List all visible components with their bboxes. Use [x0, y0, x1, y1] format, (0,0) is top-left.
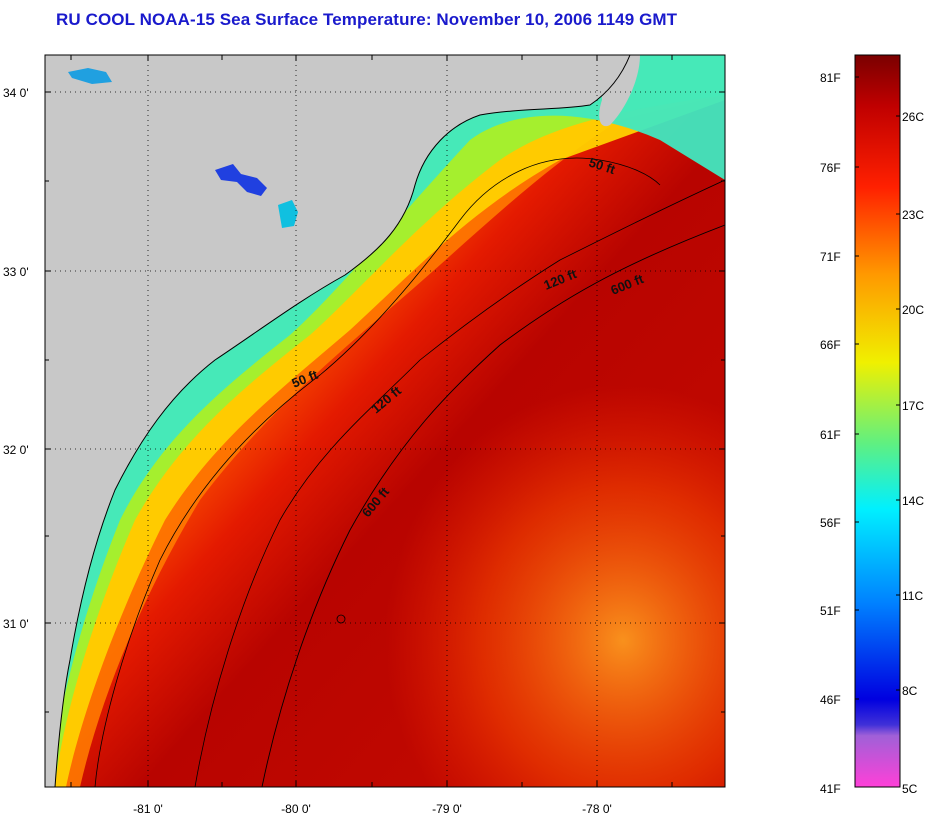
inland-lake	[215, 164, 267, 196]
colorbar-c-14: 14C	[902, 494, 924, 508]
lon-label-78: -78 0'	[582, 802, 612, 816]
colorbar-f-51: 51F	[820, 604, 841, 618]
contour-120ft	[194, 179, 725, 787]
colorbar-c-26: 26C	[902, 110, 924, 124]
colorbar-gradient	[854, 54, 901, 788]
lat-label-33: 33 0'	[3, 265, 29, 279]
colorbar-c-5: 5C	[902, 782, 918, 796]
map-title: RU COOL NOAA-15 Sea Surface Temperature:…	[56, 10, 678, 29]
colorbar-f-61: 61F	[820, 428, 841, 442]
colorbar-c-11: 11C	[902, 589, 923, 603]
land-mass	[45, 55, 630, 787]
lon-label-80: -80 0'	[281, 802, 311, 816]
colorbar-c-23: 23C	[902, 208, 924, 222]
colorbar-f-41: 41F	[820, 782, 841, 796]
lat-label-32: 32 0'	[3, 443, 29, 457]
coastline	[54, 55, 631, 787]
contour-600ft	[261, 224, 725, 787]
map-ticks	[45, 55, 725, 787]
inland-lake-2	[278, 200, 298, 228]
land-cape	[599, 55, 640, 127]
lat-label-31: 31 0'	[3, 617, 29, 631]
inland-lake-3	[68, 68, 112, 84]
lon-label-79: -79 0'	[432, 802, 462, 816]
map-area: 50 ft 50 ft 120 ft 120 ft 600 ft 600 ft	[45, 55, 725, 787]
colorbar-f-76: 76F	[820, 161, 841, 175]
colorbar-f-81: 81F	[820, 71, 841, 85]
graticule	[45, 55, 725, 787]
lat-label-34: 34 0'	[3, 86, 29, 100]
colorbar-f-56: 56F	[820, 516, 841, 530]
colorbar-f-66: 66F	[820, 338, 841, 352]
colorbar-f-71: 71F	[820, 250, 841, 264]
lon-label-81: -81 0'	[133, 802, 163, 816]
colorbar-c-17: 17C	[902, 399, 924, 413]
colorbar-c-8: 8C	[902, 684, 918, 698]
colorbar-f-46: 46F	[820, 693, 841, 707]
colorbar-c-20: 20C	[902, 303, 924, 317]
contour-50ft	[94, 157, 661, 787]
map-border	[44, 54, 726, 788]
colorbar: 81F 76F 71F 66F 61F 56F 51F 46F 41F 26C …	[820, 54, 924, 796]
